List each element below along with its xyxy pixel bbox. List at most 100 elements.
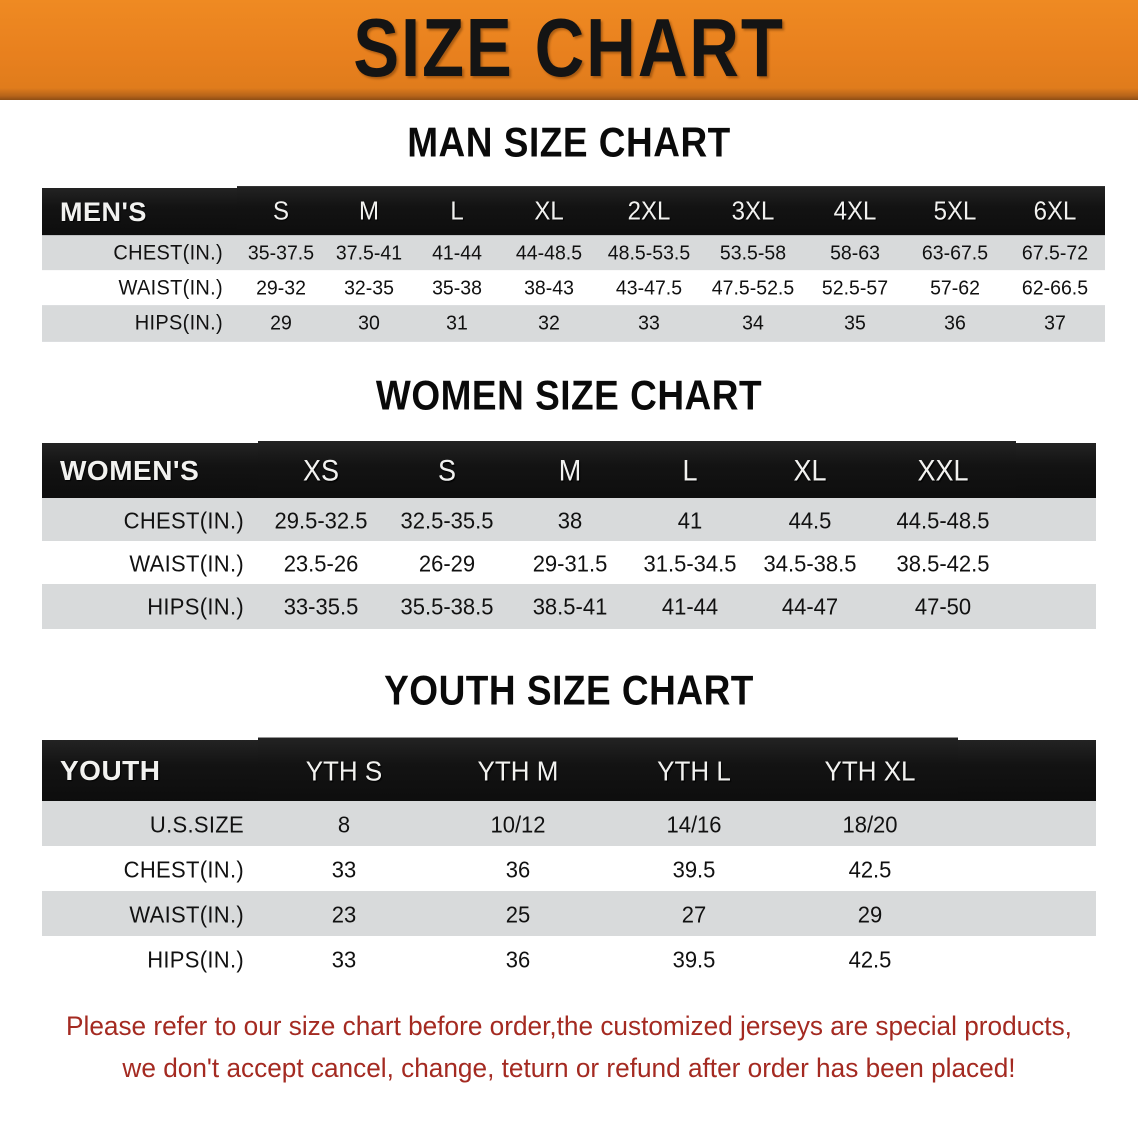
man-section-title: MAN SIZE CHART <box>407 119 731 166</box>
measurement-cell: 29-32 <box>237 270 325 307</box>
measurement-cell: 41 <box>630 497 750 544</box>
spacer-cell <box>1016 583 1096 630</box>
table-row: WAIST(IN.) 23.5-26 26-29 29-31.5 31.5-34.5 34… <box>42 540 1096 587</box>
measurement-cell: 58-63 <box>805 235 905 272</box>
measurement-cell: 48.5-53.5 <box>597 235 701 272</box>
measurement-cell: 36 <box>430 935 606 984</box>
size-column-header: 4XL <box>805 186 905 238</box>
spacer-cell <box>958 845 1096 894</box>
measurement-cell: 29 <box>782 890 958 939</box>
youth-size-table-wrapper: YOUTH YTH S YTH M YTH L YTH XL U.S.SIZE 8 10/12… <box>42 737 1096 984</box>
row-label: WAIST(IN.) <box>42 540 258 587</box>
measurement-cell: 47.5-52.5 <box>701 270 805 307</box>
measurement-cell: 29.5-32.5 <box>258 497 384 544</box>
footer-note-line-1: Please refer to our size chart before or… <box>66 1011 1072 1041</box>
table-corner-label: WOMEN'S <box>42 443 258 499</box>
man-size-table: MEN'S S M L XL 2XL 3XL 4XL 5XL 6XL CHEST(IN.) 35-37… <box>42 186 1105 342</box>
measurement-cell: 35.5-38.5 <box>384 583 510 630</box>
measurement-cell: 33-35.5 <box>258 583 384 630</box>
footer-note-line-2: we don't accept cancel, change, teturn o… <box>122 1052 1016 1083</box>
women-size-table-wrapper: WOMEN'S XS S M L XL XXL CHEST(IN.) 29.5-32.5 32.5… <box>42 440 1096 630</box>
size-column-header: S <box>237 186 325 238</box>
measurement-cell: 38-43 <box>501 270 597 307</box>
measurement-cell: 44-48.5 <box>501 235 597 272</box>
measurement-cell: 38 <box>510 497 630 544</box>
measurement-cell: 42.5 <box>782 845 958 894</box>
women-size-table: WOMEN'S XS S M L XL XXL CHEST(IN.) 29.5-32.5 32.5… <box>42 440 1096 630</box>
measurement-cell: 32 <box>501 305 597 342</box>
size-column-header: YTH XL <box>782 737 958 805</box>
measurement-cell: 23.5-26 <box>258 540 384 587</box>
row-label: U.S.SIZE <box>42 800 258 849</box>
measurement-cell: 29-31.5 <box>510 540 630 587</box>
table-row: HIPS(IN.) 33-35.5 35.5-38.5 38.5-41 41-44 44-… <box>42 583 1096 630</box>
measurement-cell: 44-47 <box>750 583 870 630</box>
measurement-cell: 67.5-72 <box>1005 235 1105 272</box>
spacer-cell <box>1016 540 1096 587</box>
measurement-cell: 33 <box>258 935 430 984</box>
measurement-cell: 34 <box>701 305 805 342</box>
women-table-body: WOMEN'S XS S M L XL XXL CHEST(IN.) 29.5-32.5 32.5… <box>42 440 1096 630</box>
youth-table-body: YOUTH YTH S YTH M YTH L YTH XL U.S.SIZE 8 10/12… <box>42 737 1096 984</box>
measurement-cell: 36 <box>905 305 1005 342</box>
measurement-cell: 43-47.5 <box>597 270 701 307</box>
table-row: HIPS(IN.) 29 30 31 32 33 34 35 36 37 <box>42 305 1105 342</box>
table-corner-label: MEN'S <box>42 188 237 236</box>
measurement-cell: 53.5-58 <box>701 235 805 272</box>
table-row: CHEST(IN.) 29.5-32.5 32.5-35.5 38 41 44.5 44.5… <box>42 497 1096 544</box>
measurement-cell: 27 <box>606 890 782 939</box>
measurement-cell: 38.5-42.5 <box>870 540 1016 587</box>
row-label: WAIST(IN.) <box>42 890 258 939</box>
measurement-cell: 8 <box>258 800 430 849</box>
measurement-cell: 41-44 <box>630 583 750 630</box>
footer-note: Please refer to our size chart before or… <box>46 1006 1092 1090</box>
measurement-cell: 32-35 <box>325 270 413 307</box>
youth-size-table: YOUTH YTH S YTH M YTH L YTH XL U.S.SIZE 8 10/12… <box>42 737 1096 984</box>
measurement-cell: 33 <box>258 845 430 894</box>
row-label: CHEST(IN.) <box>42 497 258 544</box>
size-column-header: M <box>510 440 630 502</box>
row-label: CHEST(IN.) <box>42 235 237 272</box>
measurement-cell: 47-50 <box>870 583 1016 630</box>
measurement-cell: 35 <box>805 305 905 342</box>
row-label: HIPS(IN.) <box>42 935 258 984</box>
measurement-cell: 26-29 <box>384 540 510 587</box>
measurement-cell: 31 <box>413 305 501 342</box>
table-header-row: YOUTH YTH S YTH M YTH L YTH XL <box>42 737 1096 805</box>
measurement-cell: 41-44 <box>413 235 501 272</box>
table-header-row: MEN'S S M L XL 2XL 3XL 4XL 5XL 6XL <box>42 186 1105 238</box>
spacer-cell <box>958 740 1096 802</box>
measurement-cell: 44.5 <box>750 497 870 544</box>
size-column-header: XXL <box>870 440 1016 502</box>
measurement-cell: 57-62 <box>905 270 1005 307</box>
measurement-cell: 31.5-34.5 <box>630 540 750 587</box>
size-column-header: 5XL <box>905 186 1005 238</box>
row-label: CHEST(IN.) <box>42 845 258 894</box>
measurement-cell: 44.5-48.5 <box>870 497 1016 544</box>
size-column-header: S <box>384 440 510 502</box>
measurement-cell: 23 <box>258 890 430 939</box>
size-column-header: M <box>325 186 413 238</box>
measurement-cell: 10/12 <box>430 800 606 849</box>
spacer-cell <box>958 800 1096 849</box>
measurement-cell: 34.5-38.5 <box>750 540 870 587</box>
measurement-cell: 14/16 <box>606 800 782 849</box>
measurement-cell: 39.5 <box>606 845 782 894</box>
row-label: HIPS(IN.) <box>42 583 258 630</box>
measurement-cell: 35-37.5 <box>237 235 325 272</box>
table-row: CHEST(IN.) 33 36 39.5 42.5 <box>42 845 1096 894</box>
size-column-header: L <box>630 440 750 502</box>
size-column-header: YTH M <box>430 737 606 805</box>
measurement-cell: 35-38 <box>413 270 501 307</box>
measurement-cell: 32.5-35.5 <box>384 497 510 544</box>
table-row: HIPS(IN.) 33 36 39.5 42.5 <box>42 935 1096 984</box>
man-table-body: MEN'S S M L XL 2XL 3XL 4XL 5XL 6XL CHEST(IN.) 35-37… <box>42 186 1105 342</box>
measurement-cell: 42.5 <box>782 935 958 984</box>
measurement-cell: 18/20 <box>782 800 958 849</box>
size-column-header: XL <box>501 186 597 238</box>
page-banner: SIZE CHART <box>0 0 1138 100</box>
row-label: WAIST(IN.) <box>42 270 237 307</box>
size-column-header: 3XL <box>701 186 805 238</box>
measurement-cell: 37.5-41 <box>325 235 413 272</box>
row-label: HIPS(IN.) <box>42 305 237 342</box>
